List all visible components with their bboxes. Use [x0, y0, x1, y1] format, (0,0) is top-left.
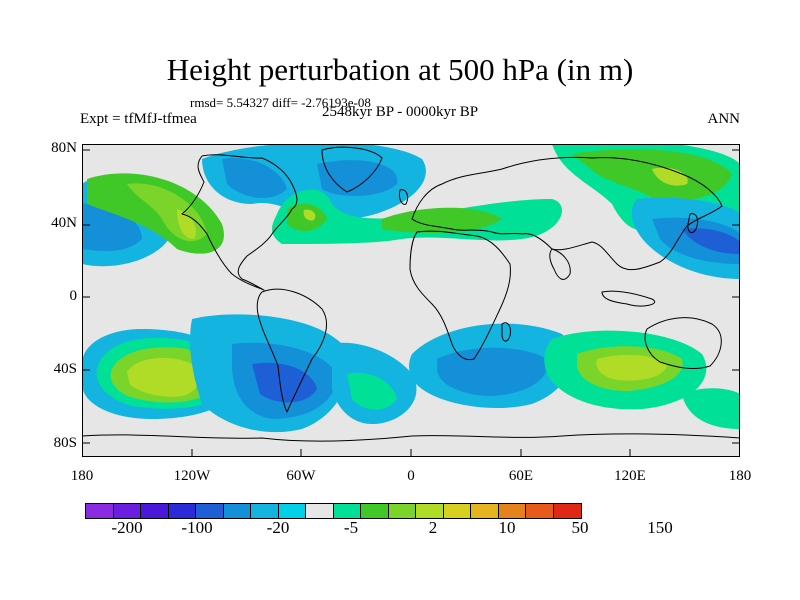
lat-label-80n: 80N: [51, 140, 77, 156]
lon-label-60w: 60W: [286, 468, 316, 484]
indonesia-outline: [601, 290, 655, 307]
lon-label-120w: 120W: [173, 468, 211, 484]
colorbar-swatch-11: [361, 504, 389, 518]
alaska-ridge: [87, 173, 224, 254]
colorbar-label-5: 2: [428, 518, 438, 537]
map-title: Height perturbation at 500 hPa (in m): [166, 52, 634, 87]
canada-low: [202, 144, 426, 220]
southern-indian-low: [409, 323, 572, 409]
experiment-label: Expt = tfMfJ-tfmea: [80, 111, 197, 127]
australia-outline: [644, 317, 722, 369]
west-pacific-low: [631, 197, 740, 279]
colorbar-swatch-3: [141, 504, 169, 518]
colorbar-label-6: 10: [498, 518, 516, 537]
coastlines: [82, 146, 740, 442]
north-atlantic-eurasia-high: [272, 189, 562, 244]
colorbar-swatch-5: [196, 504, 224, 518]
stats-line: rmsd= 5.54327 diff= -2.76193e-08: [190, 95, 371, 110]
colorbar-label-7: 50: [571, 518, 589, 537]
lat-label-40n: 40N: [51, 215, 77, 231]
colorbar-swatch-18: [553, 504, 581, 518]
india-outline: [549, 248, 571, 280]
colorbar-swatch-4: [168, 504, 196, 518]
lat-ticks: [82, 149, 740, 444]
lon-label-180e: 180: [728, 468, 752, 484]
madagascar-outline: [501, 322, 511, 342]
colorbar-swatch-2: [113, 504, 141, 518]
colorbar-swatch-16: [498, 504, 526, 518]
colorbar-swatch-10: [333, 504, 361, 518]
colorbar-swatch-9: [306, 504, 334, 518]
colorbar-label-2: -100: [181, 518, 213, 537]
south-atlantic-high: [332, 342, 417, 424]
period-label: 2548kyr BP - 0000kyr BP: [322, 104, 479, 120]
colorbar-swatch-6: [223, 504, 251, 518]
uk-outline: [399, 189, 409, 205]
europe-asia-outline: [411, 156, 723, 271]
colorbar-swatch-13: [416, 504, 444, 518]
lon-label-60e: 60E: [508, 468, 534, 484]
lon-label-120e: 120E: [614, 468, 646, 484]
map-panel: [82, 144, 740, 457]
lon-ticks: [191, 449, 631, 457]
colorbar-swatch-1: [86, 504, 114, 518]
colorbar: [85, 503, 582, 519]
colorbar-label-1: -200: [111, 518, 143, 537]
colorbar-label-4: -5: [343, 518, 359, 537]
lon-label-0: 0: [407, 468, 415, 484]
antarctica-outline: [82, 433, 740, 442]
lat-label-0: 0: [69, 288, 78, 304]
australia-south-high: [544, 330, 740, 429]
season-label: ANN: [707, 111, 741, 127]
south-america-outline: [256, 288, 327, 413]
lat-label-80s: 80S: [53, 435, 77, 451]
colorbar-swatch-14: [443, 504, 471, 518]
africa-outline: [409, 230, 511, 361]
colorbar-swatch-17: [526, 504, 554, 518]
japan-outline: [687, 213, 699, 234]
colorbar-swatch-12: [388, 504, 416, 518]
colorbar-label-3: -20: [266, 518, 290, 537]
colorbar-swatch-7: [251, 504, 279, 518]
colorbar-swatch-8: [278, 504, 306, 518]
north-america-outline: [181, 154, 298, 291]
colorbar-swatch-15: [471, 504, 499, 518]
lat-label-40s: 40S: [53, 361, 77, 377]
greenland-outline: [321, 146, 383, 193]
colorbar-label-8: 150: [647, 518, 673, 537]
lon-label-180w: 180: [70, 468, 94, 484]
